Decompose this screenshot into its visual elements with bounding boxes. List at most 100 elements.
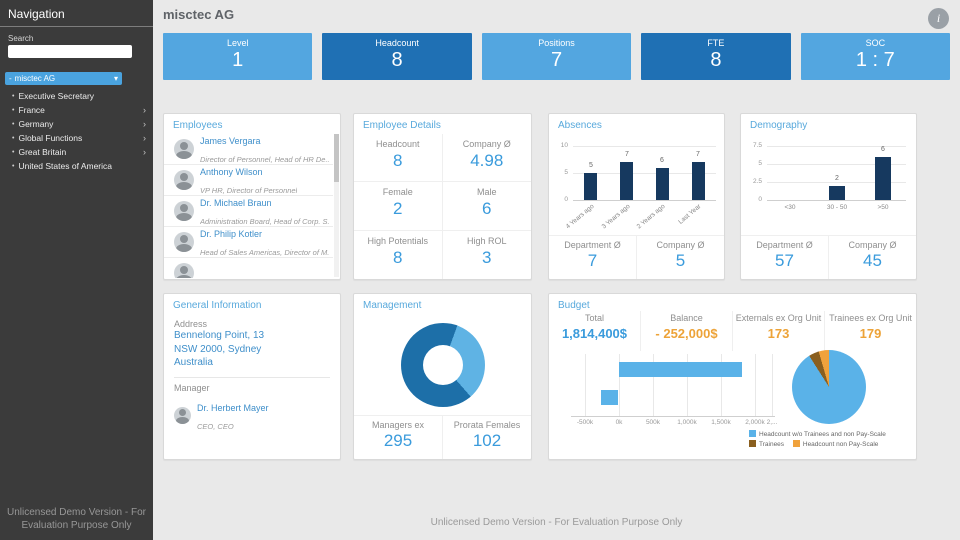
management-card: Management Managers ex 295 Prorata Female… — [353, 293, 532, 460]
scrollbar-thumb[interactable] — [334, 134, 339, 182]
legend-swatch — [749, 439, 756, 447]
list-item[interactable]: Dr. Philip Kotler Head of Sales Americas,… — [164, 227, 333, 258]
divider — [174, 376, 330, 378]
kpi-tile-fte[interactable]: FTE 8 — [641, 33, 791, 80]
sidebar-item-executive-secretary[interactable]: • Executive Secretary — [0, 89, 153, 103]
employee-name[interactable]: Anthony Wilson — [200, 167, 263, 177]
list-item[interactable]: Dr. Michael Braun Administration Board, H… — [164, 196, 333, 227]
gridline — [619, 354, 620, 416]
gridline — [585, 354, 586, 416]
gridline — [653, 354, 654, 416]
stat-cell: High ROL 3 — [466, 235, 507, 267]
bar-value-label: 7 — [625, 151, 629, 158]
gridline — [772, 354, 773, 416]
y-axis-tick: 0 — [564, 196, 568, 203]
scrollbar[interactable] — [334, 134, 339, 277]
search-input[interactable] — [8, 45, 132, 58]
list-item[interactable]: Anthony Wilson VP HR, Director of Personn… — [164, 165, 333, 196]
kpi-tile-headcount[interactable]: Headcount 8 — [322, 33, 472, 80]
avatar — [174, 407, 191, 424]
bullet-icon: • — [12, 106, 15, 114]
x-axis-tick: 1,000k — [677, 419, 697, 426]
employee-name[interactable]: Dr. Philip Kotler — [200, 229, 263, 239]
chevron-right-icon[interactable]: › — [143, 104, 146, 115]
donut-hole — [422, 344, 463, 385]
employee-name[interactable]: Dr. Michael Braun — [200, 198, 272, 208]
stat-cell: High Potentials 8 — [354, 230, 443, 279]
y-axis-tick: 2.5 — [752, 178, 762, 185]
kpi-tile-level[interactable]: Level 1 — [163, 33, 313, 80]
axis-line — [571, 416, 775, 417]
demography-stats: Department Ø 57 Company Ø 45 — [741, 235, 916, 279]
budget-card: Budget Total 1,814,400$ Balance - 252,000$… — [548, 293, 917, 460]
tree-item-label: France — [18, 105, 45, 115]
list-item-partial[interactable] — [164, 258, 333, 278]
chevron-right-icon[interactable]: › — [143, 132, 146, 143]
chevron-down-icon: ▾ — [113, 74, 118, 83]
sidebar: Navigation Search - misctec AG ▾ • Execut… — [0, 0, 153, 540]
org-dropdown[interactable]: - misctec AG ▾ — [5, 72, 122, 85]
management-chart-area — [354, 314, 531, 415]
x-axis-tick: 2,... — [766, 419, 778, 426]
gridline — [687, 354, 688, 416]
sidebar-item-global-functions[interactable]: • Global Functions › — [0, 131, 153, 145]
tree-item-label: Executive Secretary — [18, 91, 95, 101]
x-axis-tick: 500k — [645, 419, 661, 426]
bar — [829, 186, 845, 200]
kpi-tile-positions[interactable]: Positions 7 — [481, 33, 632, 80]
bar-value-label: 6 — [881, 146, 885, 153]
demography-card: Demography 0 2.5 5 7.5 <30 2 30 - 50 6 >50 Depar… — [740, 113, 917, 280]
kpi-tile-soc[interactable]: SOC 1 : 7 — [800, 33, 951, 80]
sidebar-item-united-states[interactable]: • United States of America — [0, 159, 153, 173]
sidebar-item-germany[interactable]: • Germany › — [0, 117, 153, 131]
demography-bar-chart: 0 2.5 5 7.5 <30 2 30 - 50 6 >50 — [741, 134, 916, 235]
card-title: Demography — [750, 120, 808, 131]
x-axis-tick: 1,500k — [711, 419, 731, 426]
manager-label: Manager — [174, 382, 210, 393]
kpi-label: FTE — [707, 38, 725, 48]
bar — [584, 173, 597, 200]
kpi-value: 8 — [710, 49, 722, 71]
address-line: Bennelong Point, 13 — [174, 330, 265, 341]
avatar — [174, 232, 194, 252]
x-axis-label: >50 — [877, 204, 889, 211]
manager-name[interactable]: Dr. Herbert Mayer — [197, 402, 269, 413]
bar — [601, 390, 618, 405]
y-axis-tick: 10 — [560, 142, 568, 149]
employee-name[interactable]: James Vergara — [200, 136, 261, 146]
sidebar-item-france[interactable]: • France › — [0, 103, 153, 117]
employees-card: Employees James Vergara Director of Perso… — [163, 113, 341, 280]
list-item[interactable]: James Vergara Director of Personnel, Head… — [164, 134, 333, 165]
bullet-icon: • — [12, 134, 15, 142]
stat-cell: Externals ex Org Unit 173 — [732, 311, 824, 351]
bar-value-label: 6 — [660, 157, 664, 164]
bullet-icon: • — [12, 92, 15, 100]
bar — [620, 162, 633, 200]
x-axis-label: <30 — [784, 204, 796, 211]
y-axis-tick: 7.5 — [752, 142, 762, 149]
card-title: Management — [363, 300, 422, 311]
kpi-label: Positions — [538, 38, 575, 48]
stat-cell: Total 1,814,400$ — [561, 313, 628, 341]
org-tree: • Executive Secretary • France › • Germany › … — [0, 89, 153, 173]
info-icon[interactable]: i — [928, 8, 949, 29]
sidebar-item-great-britain[interactable]: • Great Britain › — [0, 145, 153, 159]
stat-cell: Department Ø 57 — [756, 240, 813, 270]
stat-cell: Prorata Females 102 — [442, 416, 531, 459]
gridline — [767, 146, 906, 147]
stat-cell: Trainees ex Org Unit 179 — [824, 311, 916, 351]
card-title: Employees — [173, 120, 223, 131]
chevron-right-icon[interactable]: › — [143, 146, 146, 157]
chevron-right-icon[interactable]: › — [143, 118, 146, 129]
bullet-icon: • — [12, 148, 15, 156]
avatar — [174, 263, 194, 278]
general-information-card: General Information Address Bennelong Po… — [163, 293, 341, 460]
legend-item: Headcount w/o Trainees and non Pay-Scale — [749, 430, 886, 440]
manager-item[interactable]: Dr. Herbert Mayer CEO, CEO — [174, 398, 330, 434]
gridline — [755, 354, 756, 416]
gridline — [767, 182, 906, 183]
bar — [619, 362, 742, 377]
gridline — [573, 200, 716, 201]
